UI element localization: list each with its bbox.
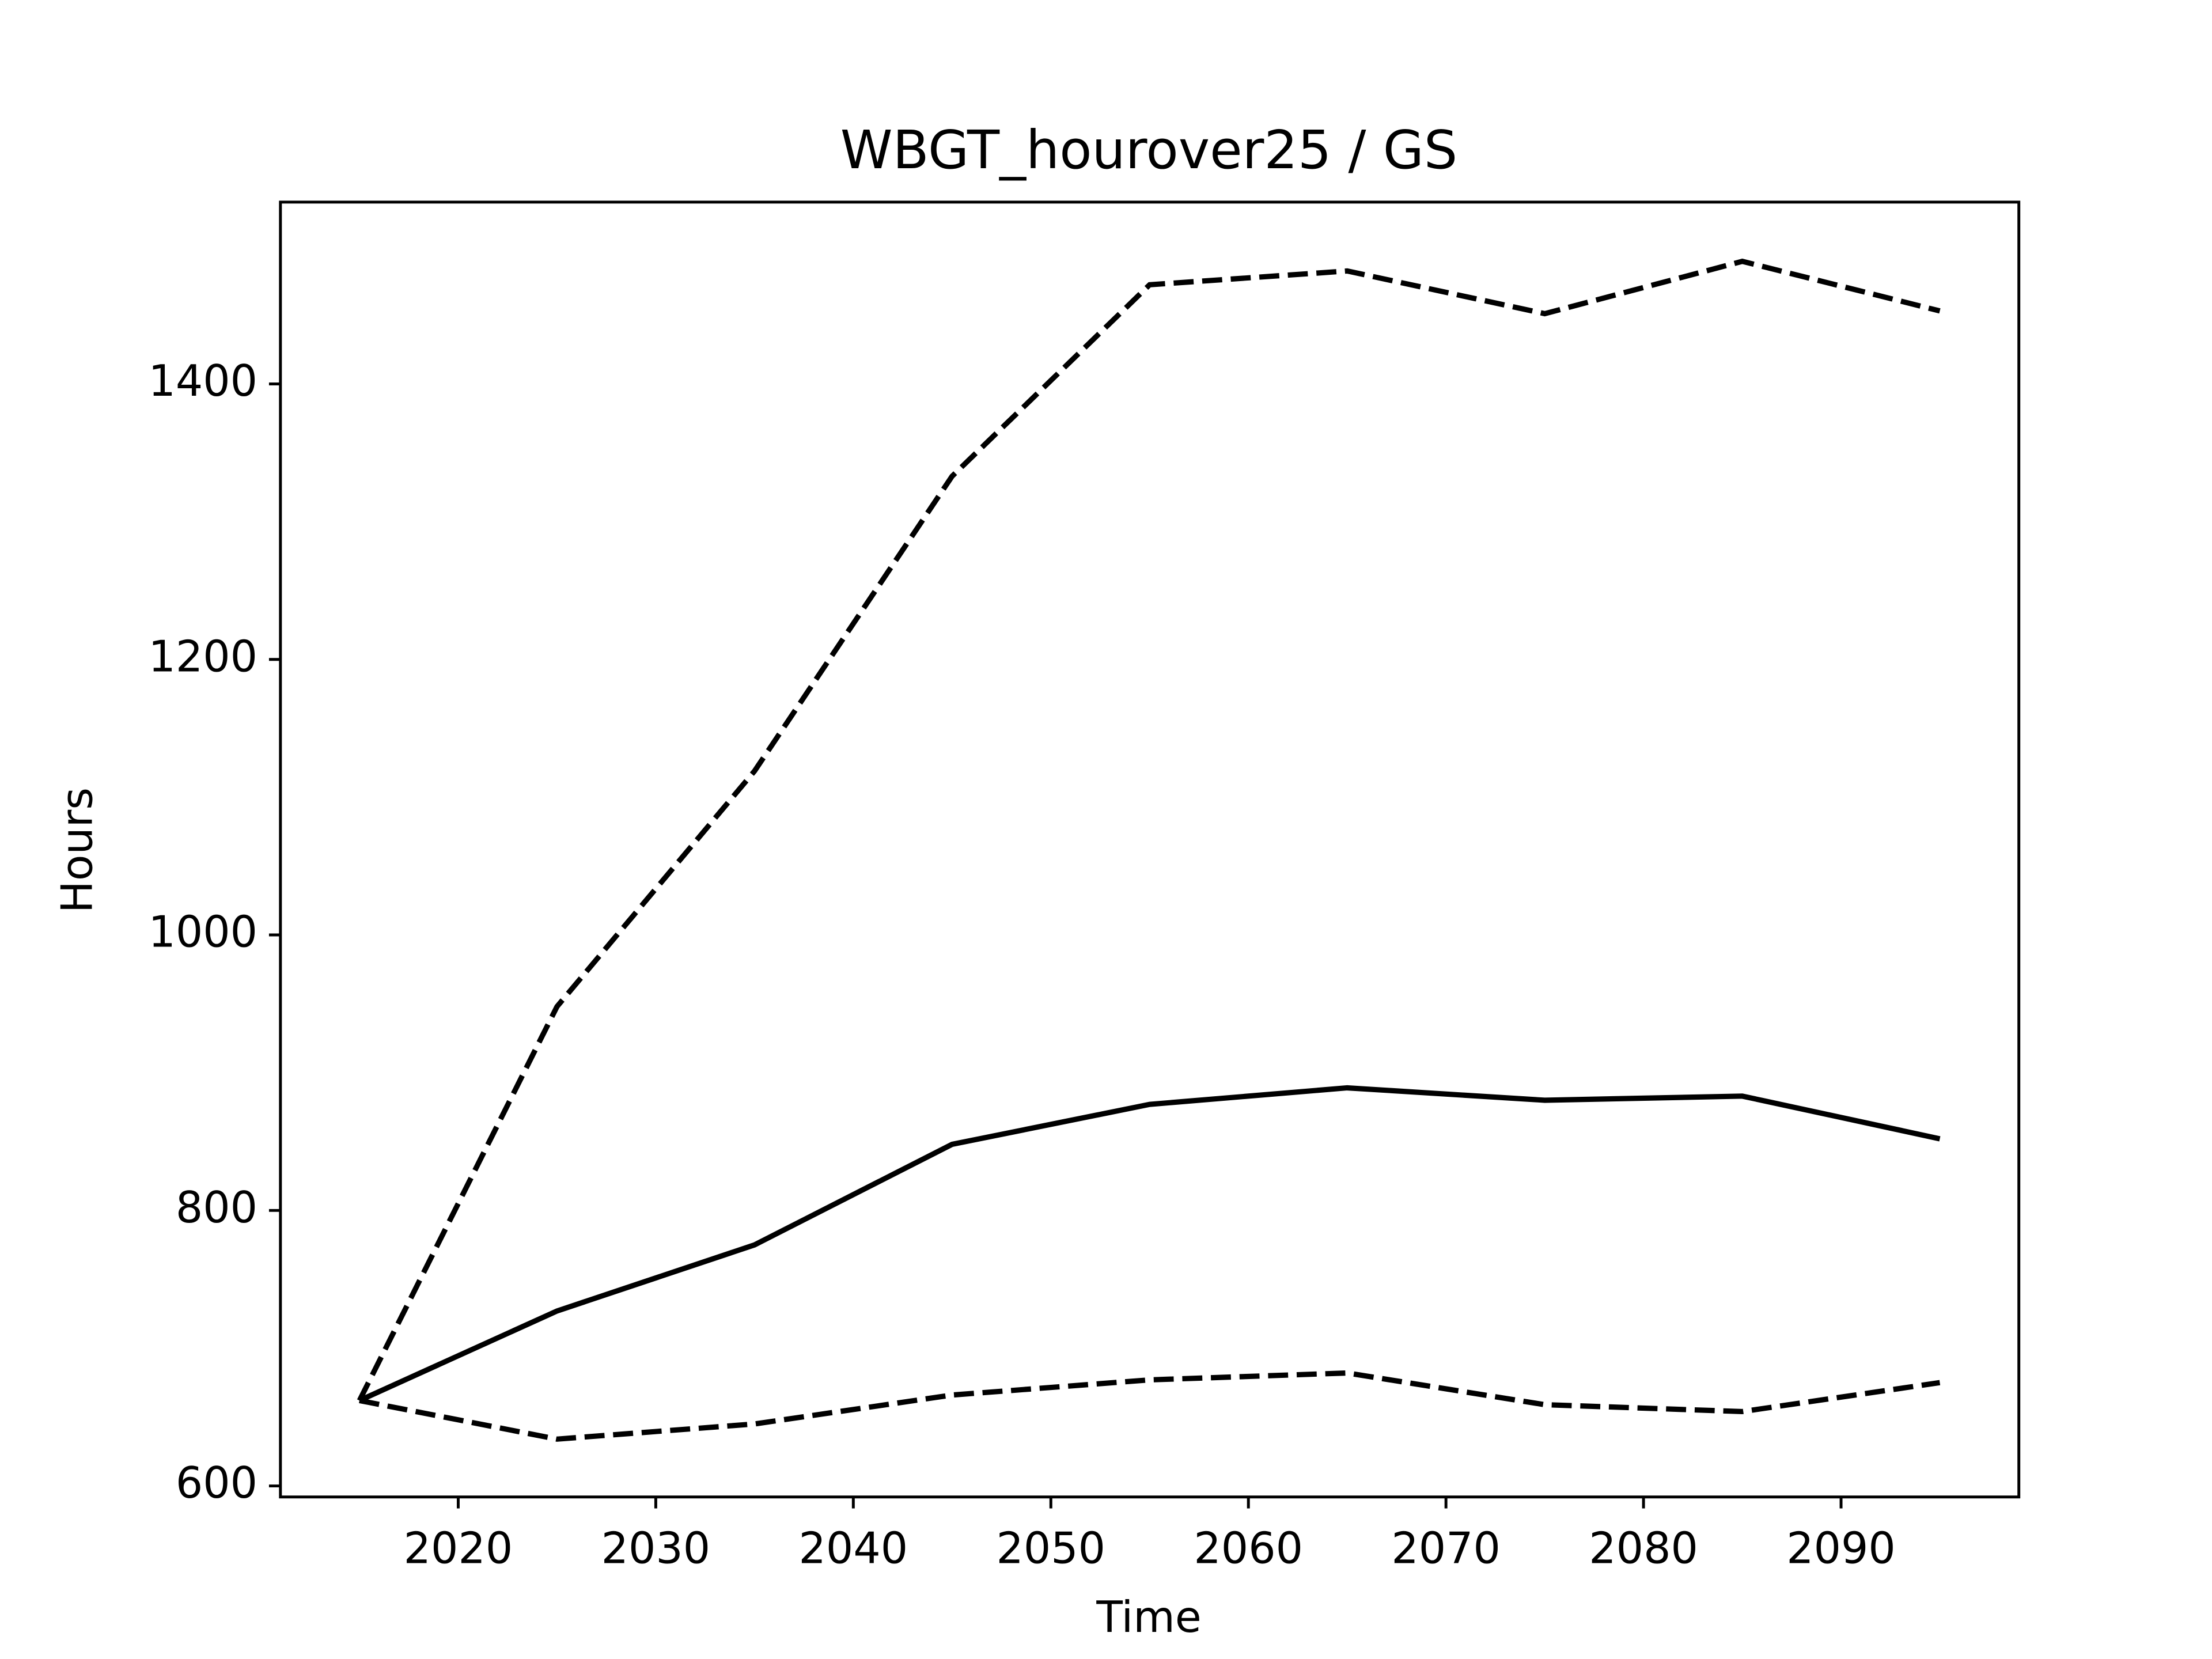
x-tick-label: 2080 (1589, 1524, 1698, 1574)
x-tick-label: 2090 (1786, 1524, 1896, 1574)
x-tick-label: 2050 (996, 1524, 1105, 1574)
x-tick-label: 2020 (404, 1524, 513, 1574)
line-series (358, 1085, 1941, 1403)
line-series (359, 1370, 1941, 1442)
x-tick-label: 2030 (601, 1524, 711, 1574)
y-axis-label: Hours (52, 787, 103, 913)
y-tick-label: 800 (176, 1183, 257, 1233)
x-tick-label: 2070 (1391, 1524, 1501, 1574)
x-tick-label: 2040 (799, 1524, 908, 1574)
y-tick-label: 600 (176, 1458, 257, 1508)
x-axis-label: Time (1096, 1592, 1201, 1642)
x-tick-label: 2060 (1194, 1524, 1303, 1574)
plot-frame (279, 200, 2021, 1499)
y-tick-label: 1400 (148, 356, 257, 406)
y-tick-label: 1200 (148, 631, 257, 681)
line-series (357, 258, 1941, 1402)
chart-title: WBGT_hourover25 / GS (840, 119, 1458, 181)
y-tick-label: 1000 (148, 907, 257, 957)
